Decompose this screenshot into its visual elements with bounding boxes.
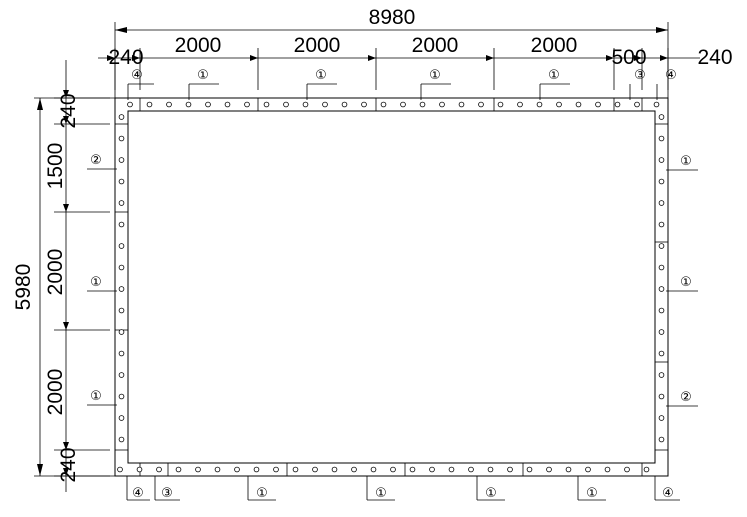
callout-bottom-1: ④	[132, 486, 144, 501]
top-dim-6: 500	[611, 46, 646, 69]
callout-bottom-6: ①	[586, 486, 598, 501]
callout-top-6: ③	[634, 68, 646, 83]
callout-right-1: ①	[680, 154, 692, 169]
top-dimensions: 8980 240 2000 2000 2000 2000 500 240	[98, 6, 733, 98]
left-dim-3: 2000	[44, 249, 67, 296]
left-dim-2: 1500	[44, 143, 67, 190]
left-dim-4: 2000	[44, 369, 67, 416]
top-dim-3: 2000	[294, 34, 341, 57]
outer-frame	[114, 97, 669, 477]
callout-top-4: ①	[429, 68, 441, 83]
panel-seams	[115, 98, 668, 476]
callout-leaders	[87, 83, 698, 501]
inner-frame	[127, 110, 656, 464]
callout-right-2: ①	[680, 275, 692, 290]
callout-left-3: ①	[90, 389, 102, 404]
panel-frame	[114, 97, 669, 477]
callout-bottom-3: ①	[256, 486, 268, 501]
top-dim-4: 2000	[412, 34, 459, 57]
callout-bottom-2: ③	[161, 486, 173, 501]
top-dim-7: 240	[697, 46, 732, 69]
callout-top-3: ①	[315, 68, 327, 83]
callout-bottom-5: ①	[485, 486, 497, 501]
overall-width-label: 8980	[369, 6, 416, 29]
callout-left-1: ②	[90, 153, 102, 168]
callout-right-3: ②	[680, 390, 692, 405]
callout-labels: ④ ① ① ① ① ③ ④ ② ① ① ① ① ② ④ ③ ① ① ① ① ④	[90, 68, 692, 501]
overall-height-label: 5980	[12, 264, 35, 311]
bolt-holes	[117, 101, 665, 473]
callout-top-7: ④	[665, 68, 677, 83]
callout-top-1: ④	[131, 68, 143, 83]
left-dimensions: 5980 240 1500 2000 2000 240	[12, 60, 115, 492]
callout-top-5: ①	[548, 68, 560, 83]
left-dim-1: 240	[57, 93, 80, 128]
top-dim-2: 2000	[175, 34, 222, 57]
left-dim-5: 240	[57, 447, 80, 482]
callout-left-2: ①	[90, 275, 102, 290]
top-dim-1: 240	[108, 46, 143, 69]
callout-top-2: ①	[197, 68, 209, 83]
callout-bottom-7: ④	[662, 486, 674, 501]
top-dim-5: 2000	[531, 34, 578, 57]
callout-bottom-4: ①	[375, 486, 387, 501]
